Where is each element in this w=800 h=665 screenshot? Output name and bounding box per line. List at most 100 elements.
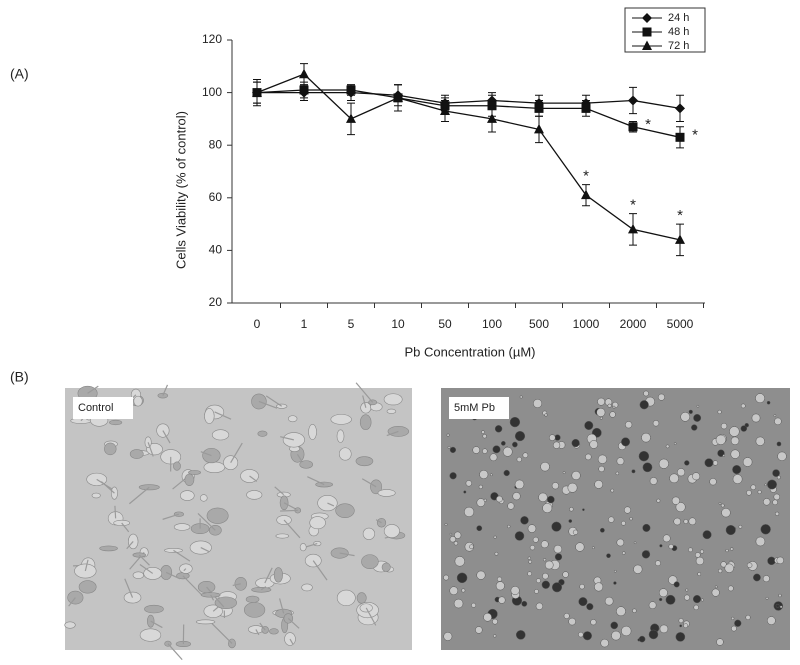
series-line — [257, 74, 680, 240]
x-tick-label: 500 — [529, 317, 549, 331]
cell — [689, 410, 693, 414]
cell — [133, 572, 144, 579]
panel-label: (A) — [10, 66, 29, 82]
cell — [481, 431, 484, 434]
cell — [545, 414, 548, 417]
cell — [649, 602, 656, 609]
legend-label: 48 h — [668, 26, 689, 38]
cell — [676, 632, 685, 641]
panel-label: (B) — [10, 369, 29, 385]
cell — [204, 408, 214, 423]
image-label: 5mM Pb — [454, 402, 495, 414]
cell — [658, 394, 664, 400]
cell — [616, 472, 619, 475]
cell — [633, 565, 642, 574]
cell — [684, 519, 688, 523]
cell — [660, 625, 668, 633]
annotation: * — [645, 116, 651, 133]
cell — [533, 537, 538, 542]
cell — [515, 431, 525, 441]
cell — [552, 522, 562, 532]
cell — [288, 416, 297, 422]
cell — [356, 457, 373, 466]
cell — [180, 491, 194, 501]
cell — [539, 493, 548, 502]
cell — [569, 618, 576, 625]
cell-process — [115, 506, 116, 519]
cell — [653, 420, 659, 426]
cell — [643, 463, 652, 472]
cell — [610, 412, 616, 418]
cell — [200, 495, 207, 502]
cell — [511, 586, 519, 594]
cell — [693, 595, 701, 603]
cell — [632, 609, 636, 613]
cell — [773, 500, 778, 505]
cell — [674, 443, 676, 445]
cell — [361, 555, 378, 569]
marker — [628, 95, 638, 105]
cell — [363, 528, 375, 539]
cell — [777, 557, 784, 564]
cell — [564, 613, 569, 618]
cell — [774, 494, 780, 500]
cell — [130, 449, 143, 458]
cell — [545, 561, 553, 569]
cell — [188, 470, 200, 474]
cell — [580, 584, 585, 589]
cell — [779, 594, 782, 597]
cell — [763, 575, 769, 581]
cell — [587, 603, 594, 610]
cell — [722, 508, 731, 517]
cell — [79, 581, 96, 594]
cell — [528, 572, 532, 576]
x-tick-label: 5 — [348, 317, 355, 331]
cell — [387, 409, 396, 413]
cell — [649, 630, 658, 639]
cell — [578, 632, 583, 637]
cell — [554, 545, 562, 553]
cell — [496, 582, 504, 590]
cell — [244, 602, 265, 617]
cell — [700, 550, 704, 554]
cell — [669, 544, 674, 549]
cell — [496, 496, 502, 502]
cell — [775, 512, 779, 516]
cell — [583, 631, 592, 640]
cell — [215, 597, 237, 609]
cell — [621, 521, 625, 525]
cell — [65, 622, 76, 629]
cell — [479, 485, 483, 489]
cell — [591, 619, 597, 625]
cell — [174, 524, 190, 531]
cell — [457, 573, 467, 583]
cell — [694, 605, 699, 610]
cell — [625, 421, 632, 428]
cell — [731, 617, 734, 620]
cell — [515, 531, 524, 540]
cell — [454, 541, 458, 545]
cell — [723, 455, 725, 457]
y-tick-label: 80 — [209, 137, 223, 151]
annotation: * — [583, 168, 589, 185]
cell — [599, 466, 605, 472]
cell — [336, 504, 355, 518]
cell — [684, 595, 689, 600]
cell — [763, 498, 770, 505]
cell — [134, 396, 142, 406]
cell — [92, 493, 100, 498]
micrograph: 5mM Pb — [441, 388, 790, 650]
cell — [684, 460, 689, 465]
cell — [513, 492, 521, 500]
cell — [716, 435, 726, 445]
cell — [100, 546, 118, 551]
cell — [450, 536, 456, 542]
cell — [382, 563, 390, 572]
cell — [655, 561, 660, 566]
cell — [765, 484, 767, 486]
cell — [246, 596, 259, 603]
cell — [657, 499, 661, 503]
cell — [543, 503, 552, 512]
cell — [600, 417, 602, 419]
